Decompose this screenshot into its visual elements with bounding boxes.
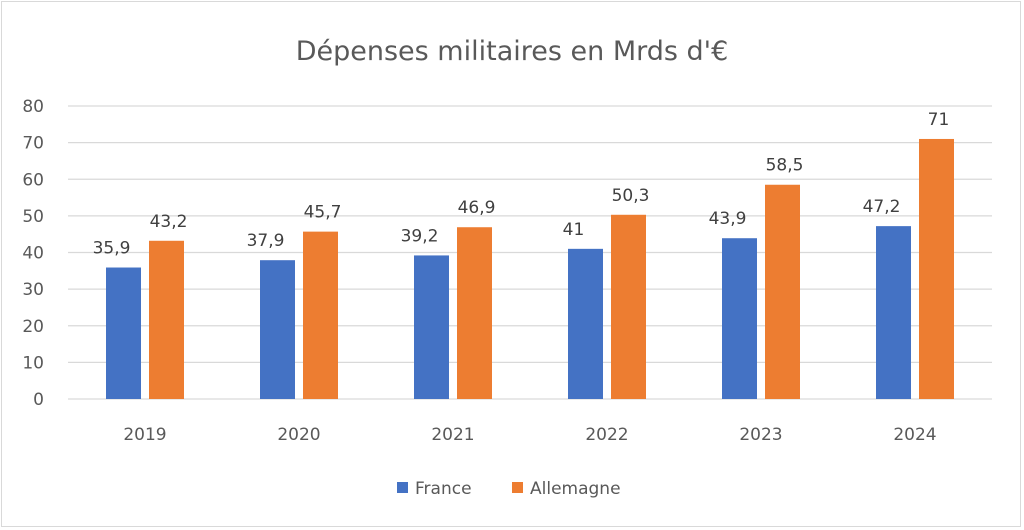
data-label: 71 [928, 110, 950, 130]
y-tick-label: 60 [22, 170, 44, 190]
x-tick-label: 2020 [277, 425, 320, 445]
y-tick-label: 30 [22, 280, 44, 300]
bar-france-2019 [106, 267, 141, 399]
x-axis-ticks: 2019 2020 2021 2022 2023 2024 [123, 425, 936, 445]
y-tick-label: 0 [33, 390, 44, 410]
bar-allemagne-2023 [765, 184, 800, 399]
bar-france-2023 [722, 238, 757, 399]
y-tick-label: 80 [22, 97, 44, 117]
data-label: 43,9 [709, 209, 747, 229]
data-label: 41 [563, 220, 585, 240]
data-label: 46,9 [458, 198, 496, 218]
y-tick-label: 40 [22, 244, 44, 264]
data-labels: 35,9 43,2 37,9 45,7 39,2 46,9 41 50,3 43,9 58,5 47… [93, 110, 950, 259]
gridlines [68, 105, 992, 400]
bar-france-2021 [414, 255, 449, 399]
data-label: 37,9 [247, 231, 285, 251]
data-label: 35,9 [93, 239, 131, 259]
data-label: 39,2 [401, 226, 439, 246]
legend-swatch-allemagne [512, 482, 523, 493]
bar-allemagne-2021 [457, 227, 492, 399]
chart-title: Dépenses militaires en Mrds d'€ [296, 36, 729, 67]
legend-label-france: France [415, 479, 472, 499]
data-label: 43,2 [150, 212, 188, 232]
x-tick-label: 2021 [431, 425, 474, 445]
y-tick-label: 70 [22, 134, 44, 154]
data-label: 58,5 [766, 156, 804, 176]
x-tick-label: 2019 [123, 425, 166, 445]
y-tick-label: 50 [22, 207, 44, 227]
x-tick-label: 2024 [893, 425, 936, 445]
bar-allemagne-2022 [611, 214, 646, 399]
bar-allemagne-2020 [303, 231, 338, 399]
x-tick-label: 2022 [585, 425, 628, 445]
bar-france-2024 [876, 226, 911, 399]
legend: France Allemagne [397, 479, 621, 499]
bars [106, 138, 954, 399]
data-label: 50,3 [612, 186, 650, 206]
legend-label-allemagne: Allemagne [530, 479, 621, 499]
data-label: 45,7 [304, 203, 342, 223]
y-tick-label: 20 [22, 317, 44, 337]
y-tick-label: 10 [22, 353, 44, 373]
bar-france-2020 [260, 260, 295, 399]
bar-france-2022 [568, 248, 603, 399]
legend-swatch-france [397, 482, 408, 493]
x-tick-label: 2023 [739, 425, 782, 445]
bar-allemagne-2019 [149, 240, 184, 399]
bar-allemagne-2024 [919, 138, 954, 399]
y-axis-ticks: 0 10 20 30 40 50 60 70 80 [22, 97, 44, 410]
data-label: 47,2 [863, 197, 901, 217]
